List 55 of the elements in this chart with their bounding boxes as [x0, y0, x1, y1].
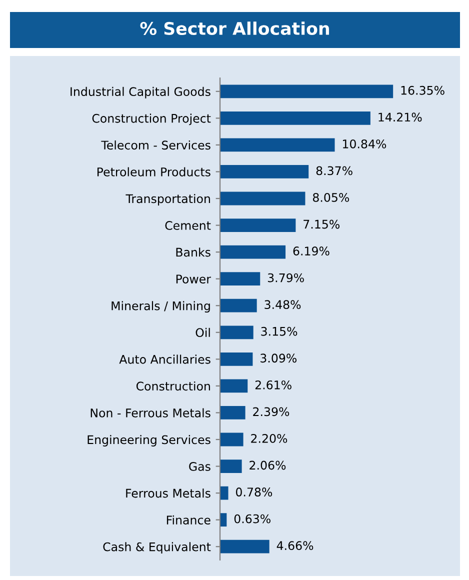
y-tick-label: Construction Project [92, 114, 211, 126]
data-label: 2.39% [253, 407, 290, 416]
y-tick-label: Petroleum Products [97, 167, 210, 176]
bar [220, 540, 270, 554]
bar [220, 138, 335, 152]
bar [220, 111, 370, 125]
data-label: 7.15% [304, 220, 340, 229]
data-label: 8.05% [312, 192, 350, 202]
y-tick-label: Construction [136, 381, 210, 391]
y-tick-label: Auto Ancillaries [119, 354, 210, 364]
y-tick-label: Engineering Services [88, 435, 210, 446]
data-label: 8.37% [316, 166, 352, 176]
bar [220, 245, 286, 259]
y-tick-label: Gas [189, 462, 210, 471]
bar [220, 460, 242, 473]
y-tick-label: Industrial Capital Goods [70, 86, 210, 98]
y-tick-label: Cement [165, 221, 211, 230]
bar [220, 165, 309, 178]
bar [220, 84, 394, 98]
bar [220, 326, 254, 340]
data-label: 6.19% [293, 246, 330, 256]
data-label: 3.15% [261, 326, 298, 336]
data-label: 3.79% [268, 273, 304, 282]
data-label: 2.20% [251, 434, 288, 443]
bar [220, 218, 296, 232]
chart-title: % Sector Allocation [140, 22, 329, 36]
bar [220, 486, 228, 500]
bar [220, 272, 260, 286]
data-label: 4.66% [276, 541, 314, 550]
bar [220, 379, 248, 393]
y-tick-label: Power [176, 274, 211, 284]
bar [220, 192, 306, 206]
data-label: 2.61% [255, 380, 292, 390]
data-label: 2.06% [250, 460, 286, 470]
data-label: 0.78% [236, 488, 272, 496]
bar [220, 513, 227, 527]
y-tick-label: Ferrous Metals [126, 488, 210, 498]
data-label: 3.09% [260, 354, 297, 363]
bar [220, 432, 244, 446]
bar [220, 406, 246, 420]
y-tick-label: Telecom - Services [101, 140, 210, 150]
bar [220, 352, 253, 366]
y-tick-label: Non - Ferrous Metals [90, 408, 210, 418]
bar [220, 298, 257, 312]
y-tick-label: Oil [196, 328, 210, 338]
y-tick-label: Transportation [126, 194, 210, 206]
data-label: 14.21% [378, 112, 422, 122]
y-tick-label: Finance [166, 515, 210, 524]
data-label: 16.35% [401, 86, 444, 95]
y-tick-label: Cash & Equivalent [103, 542, 211, 554]
data-label: 10.84% [342, 139, 386, 148]
data-label: 3.48% [264, 300, 301, 310]
y-tick-label: Minerals / Mining [112, 301, 210, 313]
data-label: 0.63% [234, 514, 270, 524]
y-tick-label: Banks [176, 248, 210, 257]
